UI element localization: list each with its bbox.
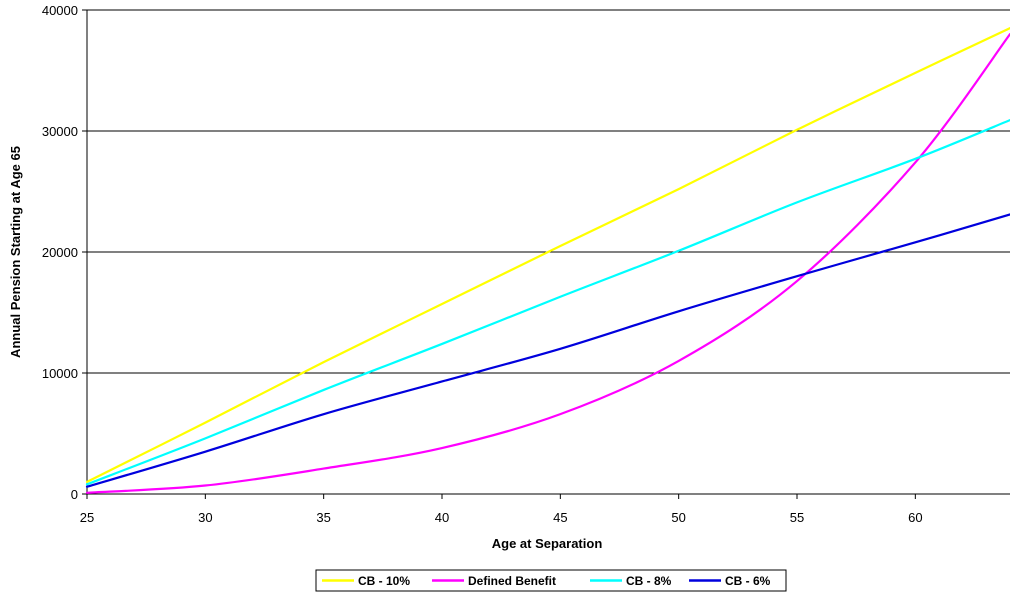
x-axis-title: Age at Separation xyxy=(492,536,603,551)
y-axis-title: Annual Pension Starting at Age 65 xyxy=(8,146,23,358)
series-line-cb-8 xyxy=(85,119,1010,486)
y-tick-label-1: 10000 xyxy=(42,366,78,381)
axes xyxy=(82,9,1010,499)
series-line-cb-6 xyxy=(85,213,1010,488)
y-tick-label-4: 40000 xyxy=(42,3,78,18)
legend-label-cb-10: CB - 10% xyxy=(358,574,410,588)
x-tick-label-7: 60 xyxy=(908,510,922,525)
legend-label-defined-benefit: Defined Benefit xyxy=(468,574,556,588)
series-line-cb-10 xyxy=(85,27,1010,483)
x-tick-label-3: 40 xyxy=(435,510,449,525)
x-tick-label-2: 35 xyxy=(316,510,330,525)
y-tick-label-2: 20000 xyxy=(42,245,78,260)
x-tick-label-4: 45 xyxy=(553,510,567,525)
y-tick-label-0: 0 xyxy=(71,487,78,502)
y-tick-label-3: 30000 xyxy=(42,124,78,139)
legend-label-cb-6: CB - 6% xyxy=(725,574,771,588)
x-tick-label-5: 50 xyxy=(671,510,685,525)
series-lines xyxy=(85,27,1010,494)
legend: CB - 10% Defined Benefit CB - 8% CB - 6% xyxy=(315,569,787,592)
series-line-defined-benefit xyxy=(85,33,1010,494)
tick-labels: 0 10000 20000 30000 40000 25 30 35 40 45 50 55 60 xyxy=(42,3,923,525)
x-tick-label-0: 25 xyxy=(80,510,94,525)
x-tick-label-1: 30 xyxy=(198,510,212,525)
x-tick-label-6: 55 xyxy=(790,510,804,525)
legend-label-cb-8: CB - 8% xyxy=(626,574,672,588)
legend-box xyxy=(315,569,787,592)
